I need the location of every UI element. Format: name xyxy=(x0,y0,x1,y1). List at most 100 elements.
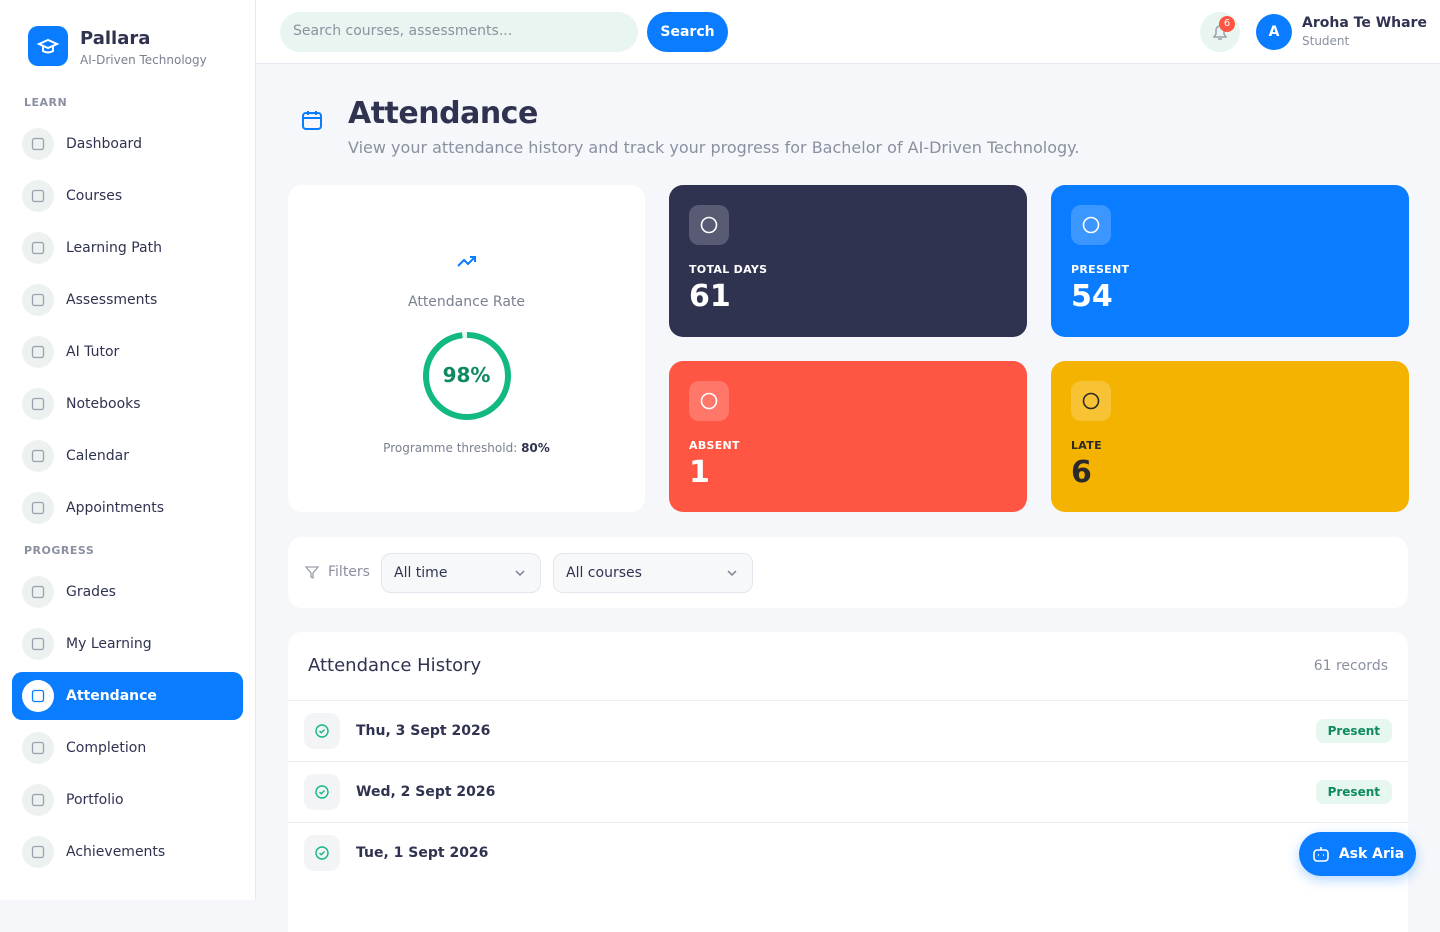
nav-item[interactable]: Appointments xyxy=(12,484,243,532)
brand-tagline: AI-Driven Technology xyxy=(80,53,207,67)
threshold-label: Programme threshold: xyxy=(383,441,518,455)
history-card: Attendance History 61 records Thu, 3 Sep… xyxy=(288,632,1408,932)
stat-icon xyxy=(689,381,729,421)
nav-item[interactable]: Notebooks xyxy=(12,380,243,428)
nav-item[interactable]: AI Tutor xyxy=(12,328,243,376)
stat-icon xyxy=(1071,205,1111,245)
stat-label: LATE xyxy=(1071,439,1102,452)
rate-value: 98% xyxy=(442,363,491,387)
nav-item[interactable]: Portfolio xyxy=(12,776,243,824)
rate-card: Attendance Rate 98% Programme threshold:… xyxy=(288,185,645,512)
nav-icon xyxy=(22,180,54,212)
page-title: Attendance xyxy=(348,96,538,131)
stat-label: ABSENT xyxy=(689,439,740,452)
nav-label: Courses xyxy=(66,188,123,204)
nav-icon xyxy=(22,336,54,368)
stat-card: ABSENT 1 xyxy=(669,361,1027,512)
nav-icon xyxy=(22,836,54,868)
trend-icon xyxy=(457,256,476,267)
sidebar: Pallara AI-Driven Technology LEARN Dashbo… xyxy=(0,0,256,900)
row-status: Present xyxy=(1315,719,1392,743)
nav-icon xyxy=(22,628,54,660)
nav-icon xyxy=(22,492,54,524)
nav-label: Dashboard xyxy=(66,136,142,152)
row-date: Tue, 1 Sept 2026 xyxy=(356,845,489,861)
stat-card: LATE 6 xyxy=(1051,361,1409,512)
nav-label: Notebooks xyxy=(66,396,141,412)
filters-label: Filters xyxy=(328,564,370,580)
row-date: Wed, 2 Sept 2026 xyxy=(356,784,496,800)
stat-icon xyxy=(689,205,729,245)
stat-value: 54 xyxy=(1071,279,1113,314)
nav-item[interactable]: Courses xyxy=(12,172,243,220)
nav-label: Attendance xyxy=(66,688,157,704)
rate-label: Attendance Rate xyxy=(408,294,525,310)
filters-card: Filters All time All courses xyxy=(288,537,1408,608)
notification-count: 6 xyxy=(1219,16,1235,32)
page-icon xyxy=(302,111,322,130)
nav-icon xyxy=(22,576,54,608)
nav-item[interactable]: Grades xyxy=(12,568,243,616)
nav-label: AI Tutor xyxy=(66,344,120,360)
nav-item[interactable]: Calendar xyxy=(12,432,243,480)
nav-icon xyxy=(22,128,54,160)
history-title: Attendance History xyxy=(308,655,482,676)
topbar: Search courses, assessments... Search 6 … xyxy=(256,0,1440,64)
course-value: All courses xyxy=(566,565,642,581)
row-icon xyxy=(304,774,340,810)
brand-name: Pallara xyxy=(80,28,151,49)
search-input[interactable]: Search courses, assessments... xyxy=(280,12,638,52)
nav-icon xyxy=(22,784,54,816)
nav-item[interactable]: Assessments xyxy=(12,276,243,324)
history-row[interactable]: Thu, 3 Sept 2026 Present xyxy=(288,700,1408,761)
nav-icon xyxy=(22,680,54,712)
row-icon xyxy=(304,713,340,749)
user-role: Student xyxy=(1302,34,1350,48)
nav-label: Portfolio xyxy=(66,792,124,808)
nav-label: Achievements xyxy=(66,844,166,860)
stat-value: 6 xyxy=(1071,455,1092,490)
nav-section: PROGRESS xyxy=(24,544,95,557)
period-value: All time xyxy=(394,565,448,581)
avatar[interactable]: A xyxy=(1256,14,1292,50)
nav-label: Grades xyxy=(66,584,116,600)
nav-label: My Learning xyxy=(66,636,152,652)
nav-label: Appointments xyxy=(66,500,165,516)
nav-icon xyxy=(22,732,54,764)
threshold-value: 80% xyxy=(521,441,550,455)
row-status: Present xyxy=(1315,780,1392,804)
stat-label: TOTAL DAYS xyxy=(689,263,768,276)
nav-icon xyxy=(22,388,54,420)
filter-icon xyxy=(304,566,320,580)
nav-icon xyxy=(22,232,54,264)
nav-item[interactable]: Learning Path xyxy=(12,224,243,272)
nav-item[interactable]: Completion xyxy=(12,724,243,772)
page-subtitle: View your attendance history and track y… xyxy=(348,138,1080,157)
course-select[interactable]: All courses xyxy=(553,553,753,593)
row-date: Thu, 3 Sept 2026 xyxy=(356,723,491,739)
nav-label: Assessments xyxy=(66,292,158,308)
row-icon xyxy=(304,835,340,871)
nav-item[interactable]: Achievements xyxy=(12,828,243,876)
period-select[interactable]: All time xyxy=(381,553,541,593)
nav-label: Learning Path xyxy=(66,240,162,256)
search-button[interactable]: Search xyxy=(647,12,728,52)
nav-item[interactable]: My Learning xyxy=(12,620,243,668)
history-row[interactable]: Wed, 2 Sept 2026 Present xyxy=(288,761,1408,822)
user-name: Aroha Te Whare xyxy=(1302,15,1427,31)
nav-icon xyxy=(22,284,54,316)
ask-aria-button[interactable]: Ask Aria xyxy=(1299,832,1416,876)
nav-label: Calendar xyxy=(66,448,129,464)
stat-card: TOTAL DAYS 61 xyxy=(669,185,1027,337)
logo xyxy=(28,26,68,66)
stat-value: 61 xyxy=(689,279,731,314)
stat-value: 1 xyxy=(689,455,710,490)
page: Pallara AI-Driven Technology LEARN Dashbo… xyxy=(0,0,1440,900)
nav-item[interactable]: Attendance xyxy=(12,672,243,720)
threshold: Programme threshold: 80% xyxy=(288,441,645,455)
nav-item[interactable]: Dashboard xyxy=(12,120,243,168)
stat-card: PRESENT 54 xyxy=(1051,185,1409,337)
nav-icon xyxy=(22,440,54,472)
ask-aria-label: Ask Aria xyxy=(1338,846,1405,862)
